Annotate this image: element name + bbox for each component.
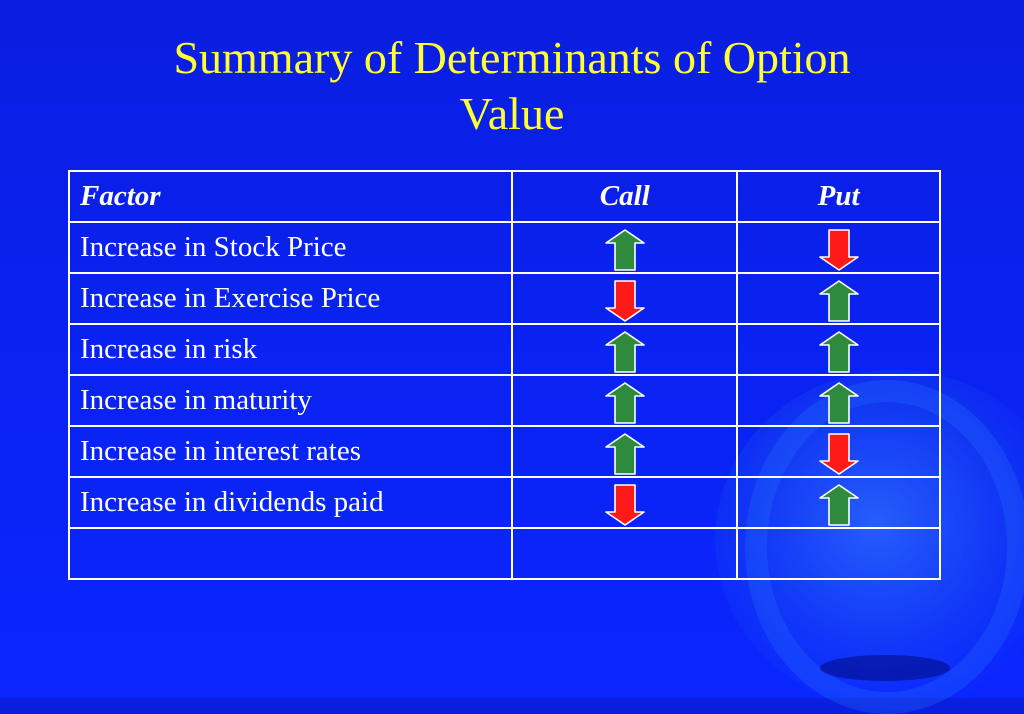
factor-cell: Increase in risk [67,323,514,376]
call-cell [511,476,739,529]
arrow-up-icon [818,483,859,526]
factor-cell: Increase in Exercise Price [67,272,514,325]
put-cell [736,323,941,376]
table-header-row: Factor Call Put [67,170,941,223]
put-cell [736,272,941,325]
table-row: Increase in dividends paid [67,476,941,529]
title-line-1: Summary of Determinants of Option [173,32,851,83]
table-row: Increase in maturity [67,374,941,427]
factor-cell: Increase in interest rates [67,425,514,478]
put-cell [736,221,941,274]
arrow-down-icon [604,279,645,322]
arrow-up-icon [604,432,645,475]
factor-cell: Increase in dividends paid [67,476,514,529]
factor-cell: Increase in maturity [67,374,514,427]
arrow-up-icon [818,381,859,424]
call-cell [511,527,739,580]
factor-cell [67,527,514,580]
call-cell [511,272,739,325]
header-call: Call [511,170,739,223]
determinants-table: Factor Call Put Increase in Stock Price … [67,170,941,580]
table-row: Increase in Exercise Price [67,272,941,325]
put-cell [736,527,941,580]
arrow-up-icon [604,330,645,373]
slide-title: Summary of Determinants of Option Value [0,30,1024,142]
put-cell [736,476,941,529]
table-row: Increase in risk [67,323,941,376]
arrow-up-icon [604,381,645,424]
arrow-down-icon [604,483,645,526]
call-cell [511,374,739,427]
globe-shadow-decoration [820,655,950,681]
put-cell [736,425,941,478]
factor-cell: Increase in Stock Price [67,221,514,274]
arrow-down-icon [818,228,859,271]
arrow-up-icon [604,228,645,271]
put-cell [736,374,941,427]
arrow-up-icon [818,279,859,322]
call-cell [511,221,739,274]
call-cell [511,425,739,478]
header-put: Put [736,170,941,223]
arrow-down-icon [818,432,859,475]
table-row [67,527,941,580]
arrow-up-icon [818,330,859,373]
table-row: Increase in Stock Price [67,221,941,274]
call-cell [511,323,739,376]
header-factor: Factor [67,170,514,223]
table-row: Increase in interest rates [67,425,941,478]
title-line-2: Value [459,88,565,139]
